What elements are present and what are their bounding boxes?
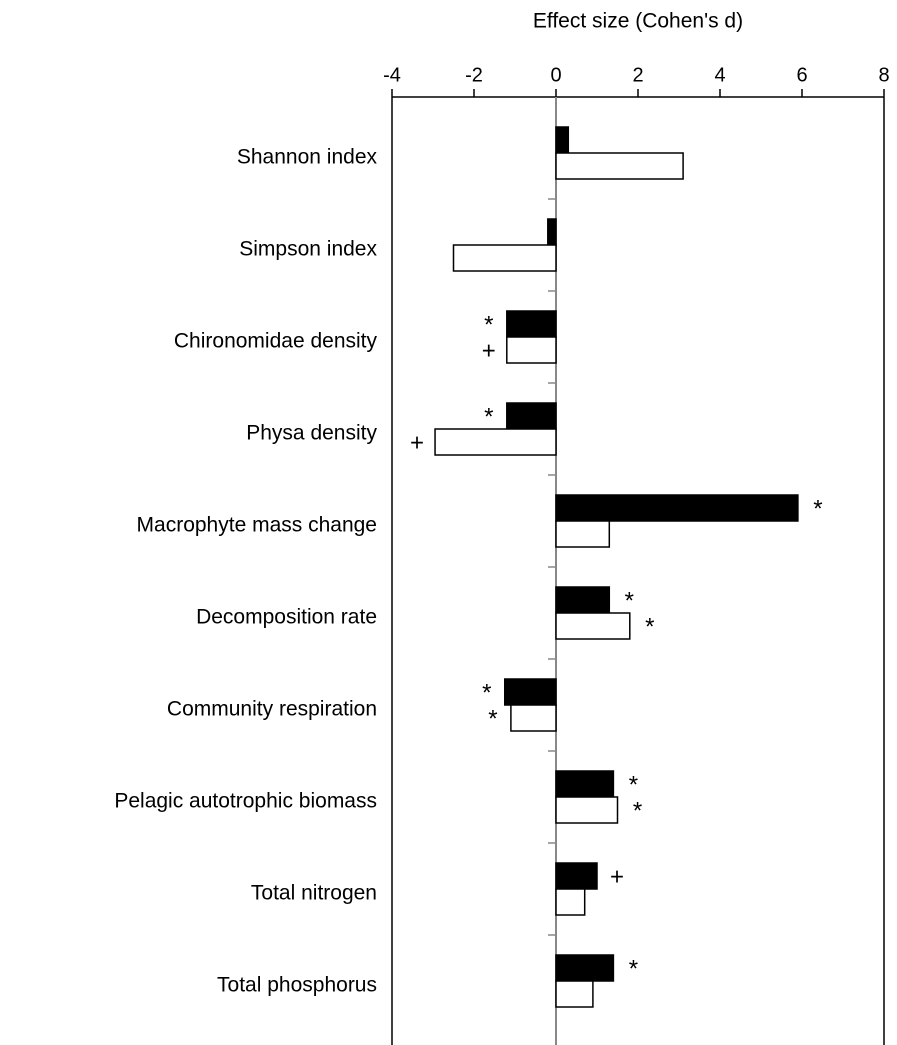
bar bbox=[555, 796, 619, 824]
bar bbox=[555, 954, 615, 982]
significance-mark: + bbox=[610, 863, 624, 890]
category-label: Simpson index bbox=[239, 238, 377, 261]
bar bbox=[506, 310, 557, 338]
category-label: Physa density bbox=[246, 422, 377, 445]
category-label: Shannon index bbox=[237, 146, 378, 169]
x-tick-label: 0 bbox=[550, 64, 561, 86]
bar bbox=[504, 678, 557, 706]
category-label: Pelagic autotrophic biomass bbox=[114, 790, 377, 813]
significance-mark: + bbox=[410, 429, 424, 456]
bar bbox=[555, 862, 598, 890]
significance-mark: * bbox=[645, 613, 654, 640]
significance-mark: * bbox=[813, 495, 822, 522]
bar bbox=[506, 402, 557, 430]
x-tick-label: 8 bbox=[878, 64, 889, 86]
category-label: Chironomidae density bbox=[174, 330, 378, 353]
x-tick-label: 4 bbox=[714, 64, 725, 86]
category-label: Total nitrogen bbox=[251, 882, 377, 905]
bar bbox=[555, 152, 684, 180]
bar bbox=[555, 586, 611, 614]
significance-mark: * bbox=[484, 311, 493, 338]
x-tick-label: -4 bbox=[383, 64, 401, 86]
category-label: Macrophyte mass change bbox=[137, 514, 377, 537]
significance-mark: * bbox=[629, 955, 638, 982]
bar bbox=[555, 494, 799, 522]
significance-mark: * bbox=[625, 587, 634, 614]
bar bbox=[547, 218, 557, 246]
bar bbox=[452, 244, 557, 272]
x-tick-label: 2 bbox=[632, 64, 643, 86]
bar bbox=[555, 888, 586, 916]
bar bbox=[555, 770, 615, 798]
x-tick-label: -2 bbox=[465, 64, 483, 86]
significance-mark: * bbox=[484, 403, 493, 430]
bar bbox=[506, 336, 557, 364]
bar bbox=[510, 704, 557, 732]
bar bbox=[555, 612, 631, 640]
bar bbox=[555, 520, 611, 548]
significance-mark: * bbox=[488, 705, 497, 732]
significance-mark: * bbox=[482, 679, 491, 706]
bar bbox=[555, 126, 570, 154]
x-axis-title: Effect size (Cohen's d) bbox=[533, 10, 743, 33]
significance-mark: * bbox=[633, 797, 642, 824]
bar bbox=[434, 428, 557, 456]
x-tick-label: 6 bbox=[796, 64, 807, 86]
bar bbox=[555, 980, 594, 1008]
category-label: Total phosphorus bbox=[217, 974, 377, 997]
category-label: Decomposition rate bbox=[196, 606, 377, 629]
significance-mark: * bbox=[629, 771, 638, 798]
category-label: Community respiration bbox=[167, 698, 377, 721]
significance-mark: + bbox=[482, 337, 496, 364]
